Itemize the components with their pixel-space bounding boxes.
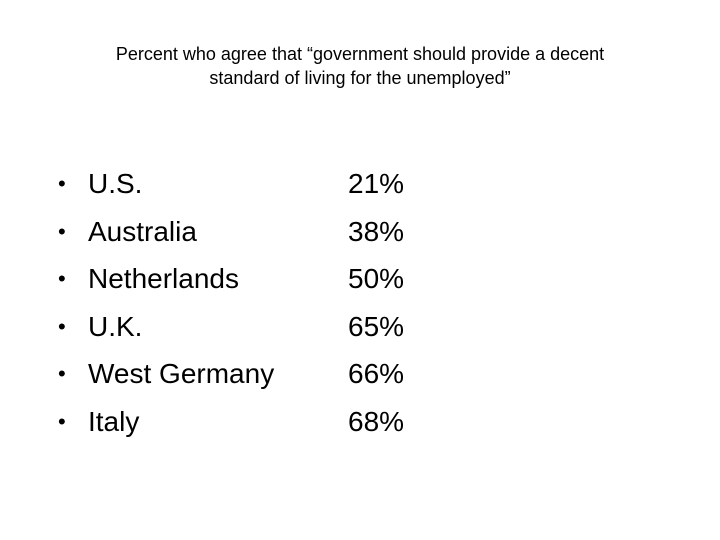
slide-title-line-2: standard of living for the unemployed” bbox=[209, 68, 511, 88]
bullet-icon: • bbox=[58, 218, 66, 244]
percent-value: 38% bbox=[348, 215, 405, 247]
list-item-us: • U.S. 21% bbox=[0, 160, 720, 208]
list-item-italy: • Italy 68% bbox=[0, 398, 720, 446]
country-label: Italy bbox=[88, 405, 140, 437]
bullet-icon: • bbox=[58, 266, 66, 292]
list-item-netherlands: • Netherlands 50% bbox=[0, 255, 720, 303]
bullet-icon: • bbox=[58, 361, 66, 387]
country-percent-list: • U.S. 21% • Australia 38% • Netherlands… bbox=[0, 160, 720, 446]
percent-value: 21% bbox=[348, 168, 405, 199]
country-label: U.K. bbox=[88, 310, 143, 342]
bullet-icon: • bbox=[58, 408, 66, 434]
country-label: U.S. bbox=[88, 168, 143, 199]
percent-value: 68% bbox=[348, 405, 405, 437]
country-label: West Germany bbox=[88, 358, 275, 390]
percent-value: 50% bbox=[348, 263, 405, 295]
country-label: Australia bbox=[88, 215, 197, 247]
list-item-uk: • U.K. 65% bbox=[0, 303, 720, 351]
percent-value: 66% bbox=[348, 358, 405, 390]
percent-value: 65% bbox=[348, 310, 405, 342]
bullet-icon: • bbox=[58, 313, 66, 339]
slide-title-line-1: Percent who agree that “government shoul… bbox=[115, 44, 605, 64]
bullet-icon: • bbox=[58, 171, 66, 196]
list-item-west-germany: • West Germany 66% bbox=[0, 350, 720, 398]
list-item-australia: • Australia 38% bbox=[0, 208, 720, 256]
country-label: Netherlands bbox=[88, 263, 239, 295]
slide-title: Percent who agree that “government shoul… bbox=[60, 42, 660, 90]
